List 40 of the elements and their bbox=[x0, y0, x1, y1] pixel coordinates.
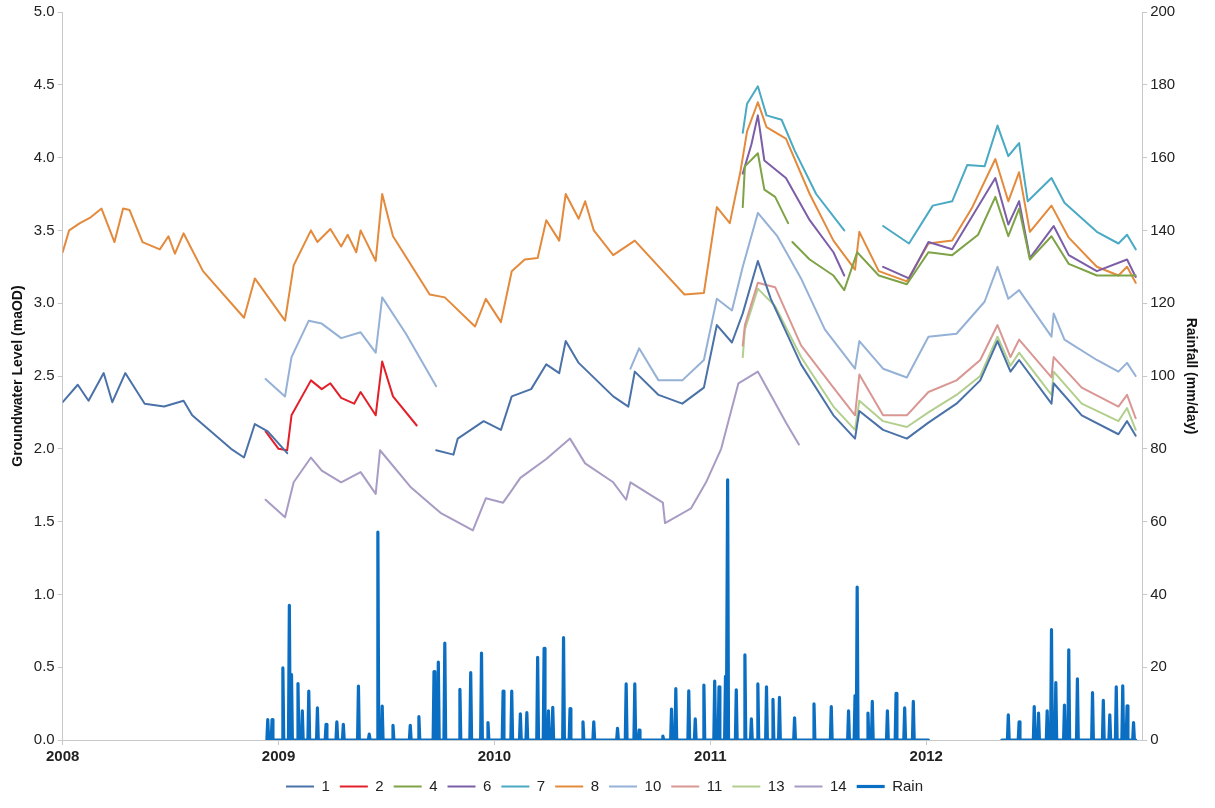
y2-tick-label: 120 bbox=[1150, 293, 1176, 311]
y-tick-label: 0.0 bbox=[33, 730, 55, 748]
legend-label: 4 bbox=[429, 776, 438, 794]
y-axis-title: Groundwater Level (maOD) bbox=[9, 285, 26, 467]
y2-tick-label: 140 bbox=[1150, 220, 1176, 238]
x-tick-label: 2011 bbox=[694, 747, 727, 765]
y2-tick-label: 40 bbox=[1150, 584, 1167, 602]
legend-label: 6 bbox=[483, 776, 492, 794]
legend-label: 14 bbox=[829, 776, 847, 794]
y-tick-label: 3.0 bbox=[33, 293, 55, 311]
y-tick-label: 5.0 bbox=[33, 2, 55, 20]
y2-tick-label: 0 bbox=[1150, 730, 1159, 748]
y2-tick-label: 160 bbox=[1150, 147, 1176, 165]
y-tick-label: 4.0 bbox=[33, 147, 55, 165]
y-tick-label: 4.5 bbox=[33, 74, 55, 92]
y2-tick-label: 80 bbox=[1150, 438, 1167, 456]
y-tick-label: 1.5 bbox=[33, 511, 55, 529]
x-tick-label: 2010 bbox=[477, 747, 512, 765]
y-tick-label: 1.0 bbox=[33, 584, 55, 602]
y2-tick-label: 60 bbox=[1150, 511, 1167, 529]
x-tick-label: 2012 bbox=[909, 747, 943, 765]
legend-label: 7 bbox=[536, 776, 546, 794]
legend-label: 1 bbox=[321, 776, 330, 794]
y2-tick-label: 100 bbox=[1150, 366, 1176, 384]
y2-tick-label: 180 bbox=[1150, 74, 1176, 92]
legend-label: 8 bbox=[590, 776, 600, 794]
x-tick-label: 2009 bbox=[261, 747, 296, 765]
y-tick-label: 2.5 bbox=[33, 366, 55, 384]
legend-label: 13 bbox=[767, 776, 785, 794]
legend-label: Rain bbox=[892, 776, 924, 794]
y2-tick-label: 200 bbox=[1150, 2, 1176, 20]
y2-tick-label: 20 bbox=[1150, 657, 1167, 675]
x-tick-label: 2008 bbox=[45, 747, 80, 765]
y2-axis-title: Rainfall (mm/day) bbox=[1183, 317, 1200, 435]
legend-label: 11 bbox=[706, 776, 723, 794]
legend-label: 10 bbox=[644, 776, 662, 794]
y-tick-label: 0.5 bbox=[33, 657, 55, 675]
y-tick-label: 2.0 bbox=[33, 438, 55, 456]
legend-label: 2 bbox=[375, 776, 384, 794]
y-tick-label: 3.5 bbox=[33, 220, 55, 238]
